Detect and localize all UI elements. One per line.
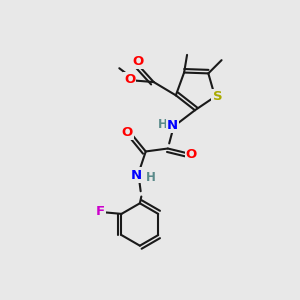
Text: O: O — [186, 148, 197, 161]
Text: O: O — [124, 73, 135, 85]
Text: H: H — [146, 171, 156, 184]
Text: O: O — [122, 126, 133, 139]
Text: S: S — [213, 90, 222, 103]
Text: O: O — [132, 55, 143, 68]
Text: N: N — [130, 169, 142, 182]
Text: F: F — [95, 205, 105, 218]
Text: N: N — [167, 119, 178, 132]
Text: H: H — [158, 118, 167, 130]
